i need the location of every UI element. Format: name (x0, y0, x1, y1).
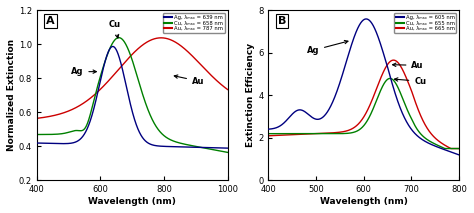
Text: A: A (46, 16, 55, 26)
Text: B: B (278, 16, 286, 26)
Text: Au: Au (392, 61, 424, 70)
X-axis label: Wavelength (nm): Wavelength (nm) (88, 197, 176, 206)
Legend: Ag, λₘₐₓ = 639 nm, Cu, λₘₐₓ = 658 nm, Au, λₘₐₓ = 787 nm: Ag, λₘₐₓ = 639 nm, Cu, λₘₐₓ = 658 nm, Au… (163, 13, 225, 33)
Y-axis label: Normalized Extinction: Normalized Extinction (7, 39, 16, 151)
X-axis label: Wavelength (nm): Wavelength (nm) (320, 197, 408, 206)
Text: Cu: Cu (394, 77, 427, 86)
Text: Ag: Ag (71, 67, 96, 76)
Text: Au: Au (174, 75, 204, 86)
Y-axis label: Extinction Efficiency: Extinction Efficiency (246, 43, 255, 147)
Text: Cu: Cu (109, 20, 121, 38)
Legend: Ag, λₘₐₓ = 605 nm, Cu, λₘₐₓ = 655 nm, Au, λₘₐₓ = 665 nm: Ag, λₘₐₓ = 605 nm, Cu, λₘₐₓ = 655 nm, Au… (394, 13, 456, 33)
Text: Ag: Ag (307, 40, 348, 55)
